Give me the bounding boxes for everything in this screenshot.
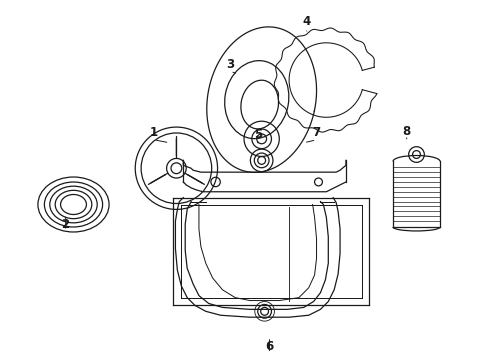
Text: 5: 5 [254,129,262,141]
Text: 8: 8 [403,125,411,138]
Text: 1: 1 [150,126,158,139]
Text: 7: 7 [313,126,320,139]
Text: 6: 6 [266,340,273,353]
Text: 3: 3 [226,58,234,71]
Text: 4: 4 [303,15,311,28]
Text: 2: 2 [62,217,70,231]
